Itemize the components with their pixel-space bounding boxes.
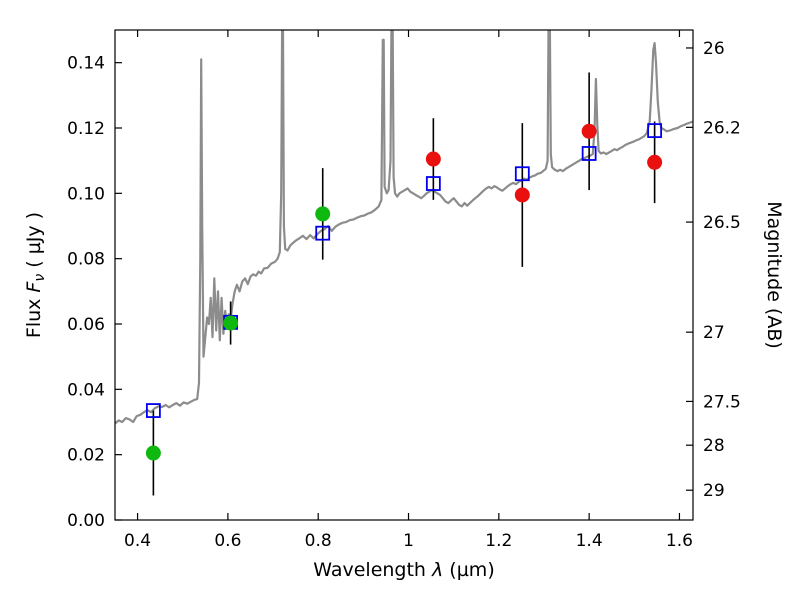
- model-photometry-point: [581, 146, 597, 161]
- x-tick-label: 1.4: [576, 531, 603, 551]
- y-left-tick-label: 0.00: [67, 511, 105, 531]
- y-right-axis-label: Magnitude (AB): [763, 201, 785, 349]
- observed-photometry-infrared-point: [514, 187, 530, 203]
- y-right-tick-label: 29: [703, 481, 725, 501]
- model-photometry-point: [425, 176, 441, 191]
- y-left-tick-label: 0.02: [67, 446, 105, 466]
- y-left-tick-label: 0.08: [67, 250, 105, 270]
- model-photometry-point: [315, 225, 331, 241]
- y-left-tick-label: 0.06: [67, 315, 105, 335]
- axes-frame: [114, 29, 694, 521]
- y-right-tick-label: 27.5: [703, 392, 741, 412]
- observed-photometry-optical-point: [223, 315, 239, 331]
- y-right-tick-label: 28: [703, 436, 725, 456]
- x-tick-label: 1.6: [666, 531, 693, 551]
- y-right-tick-label: 26.5: [703, 213, 741, 233]
- x-tick-label: 1.2: [485, 531, 512, 551]
- y-right-tick-label: 26: [703, 39, 725, 59]
- y-right-tick-label: 26.2: [703, 118, 741, 138]
- y-left-tick-label: 0.10: [67, 184, 105, 204]
- x-tick-label: 0.6: [214, 531, 241, 551]
- model-photometry-point: [145, 403, 161, 418]
- observed-photometry-optical-point: [315, 206, 331, 222]
- y-right-tick-label: 27: [703, 323, 725, 343]
- y-left-tick-label: 0.14: [67, 54, 105, 74]
- x-tick-label: 1: [403, 531, 414, 551]
- observed-photometry-infrared-point: [425, 151, 441, 167]
- model-photometry-point: [647, 123, 663, 139]
- y-left-tick-label: 0.04: [67, 380, 105, 400]
- model-spectrum-line: [115, 30, 693, 425]
- x-tick-label: 0.4: [124, 531, 151, 551]
- x-axis-label: Wavelength λ (µm): [313, 559, 494, 581]
- observed-photometry-infrared-point: [647, 154, 663, 170]
- model-photometry-point: [514, 166, 530, 182]
- observed-photometry-optical-point: [145, 445, 161, 461]
- x-tick-label: 0.8: [305, 531, 332, 551]
- observed-photometry-infrared-point: [581, 123, 597, 139]
- y-left-tick-label: 0.12: [67, 119, 105, 139]
- y-left-axis-label: Flux Fν ( µJy ): [23, 212, 48, 338]
